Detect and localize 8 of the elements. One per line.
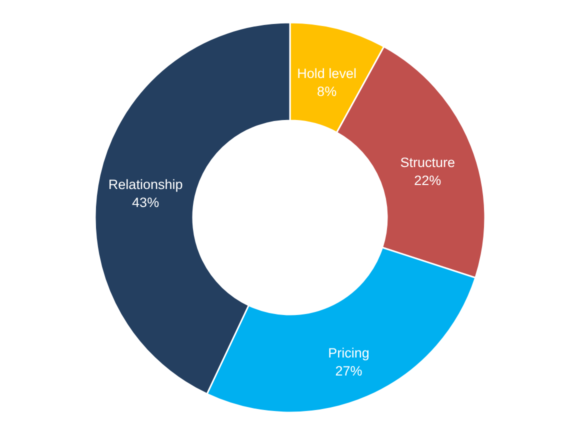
slice-label: Pricing (328, 345, 370, 360)
slice-label: Relationship (108, 177, 183, 192)
slice-label: Hold level (297, 66, 356, 82)
data-label: 43% (132, 195, 160, 210)
data-label: 22% (414, 173, 442, 188)
data-label: 27% (335, 363, 362, 378)
data-label: 8% (317, 84, 337, 100)
slice-label: Structure (400, 155, 455, 170)
